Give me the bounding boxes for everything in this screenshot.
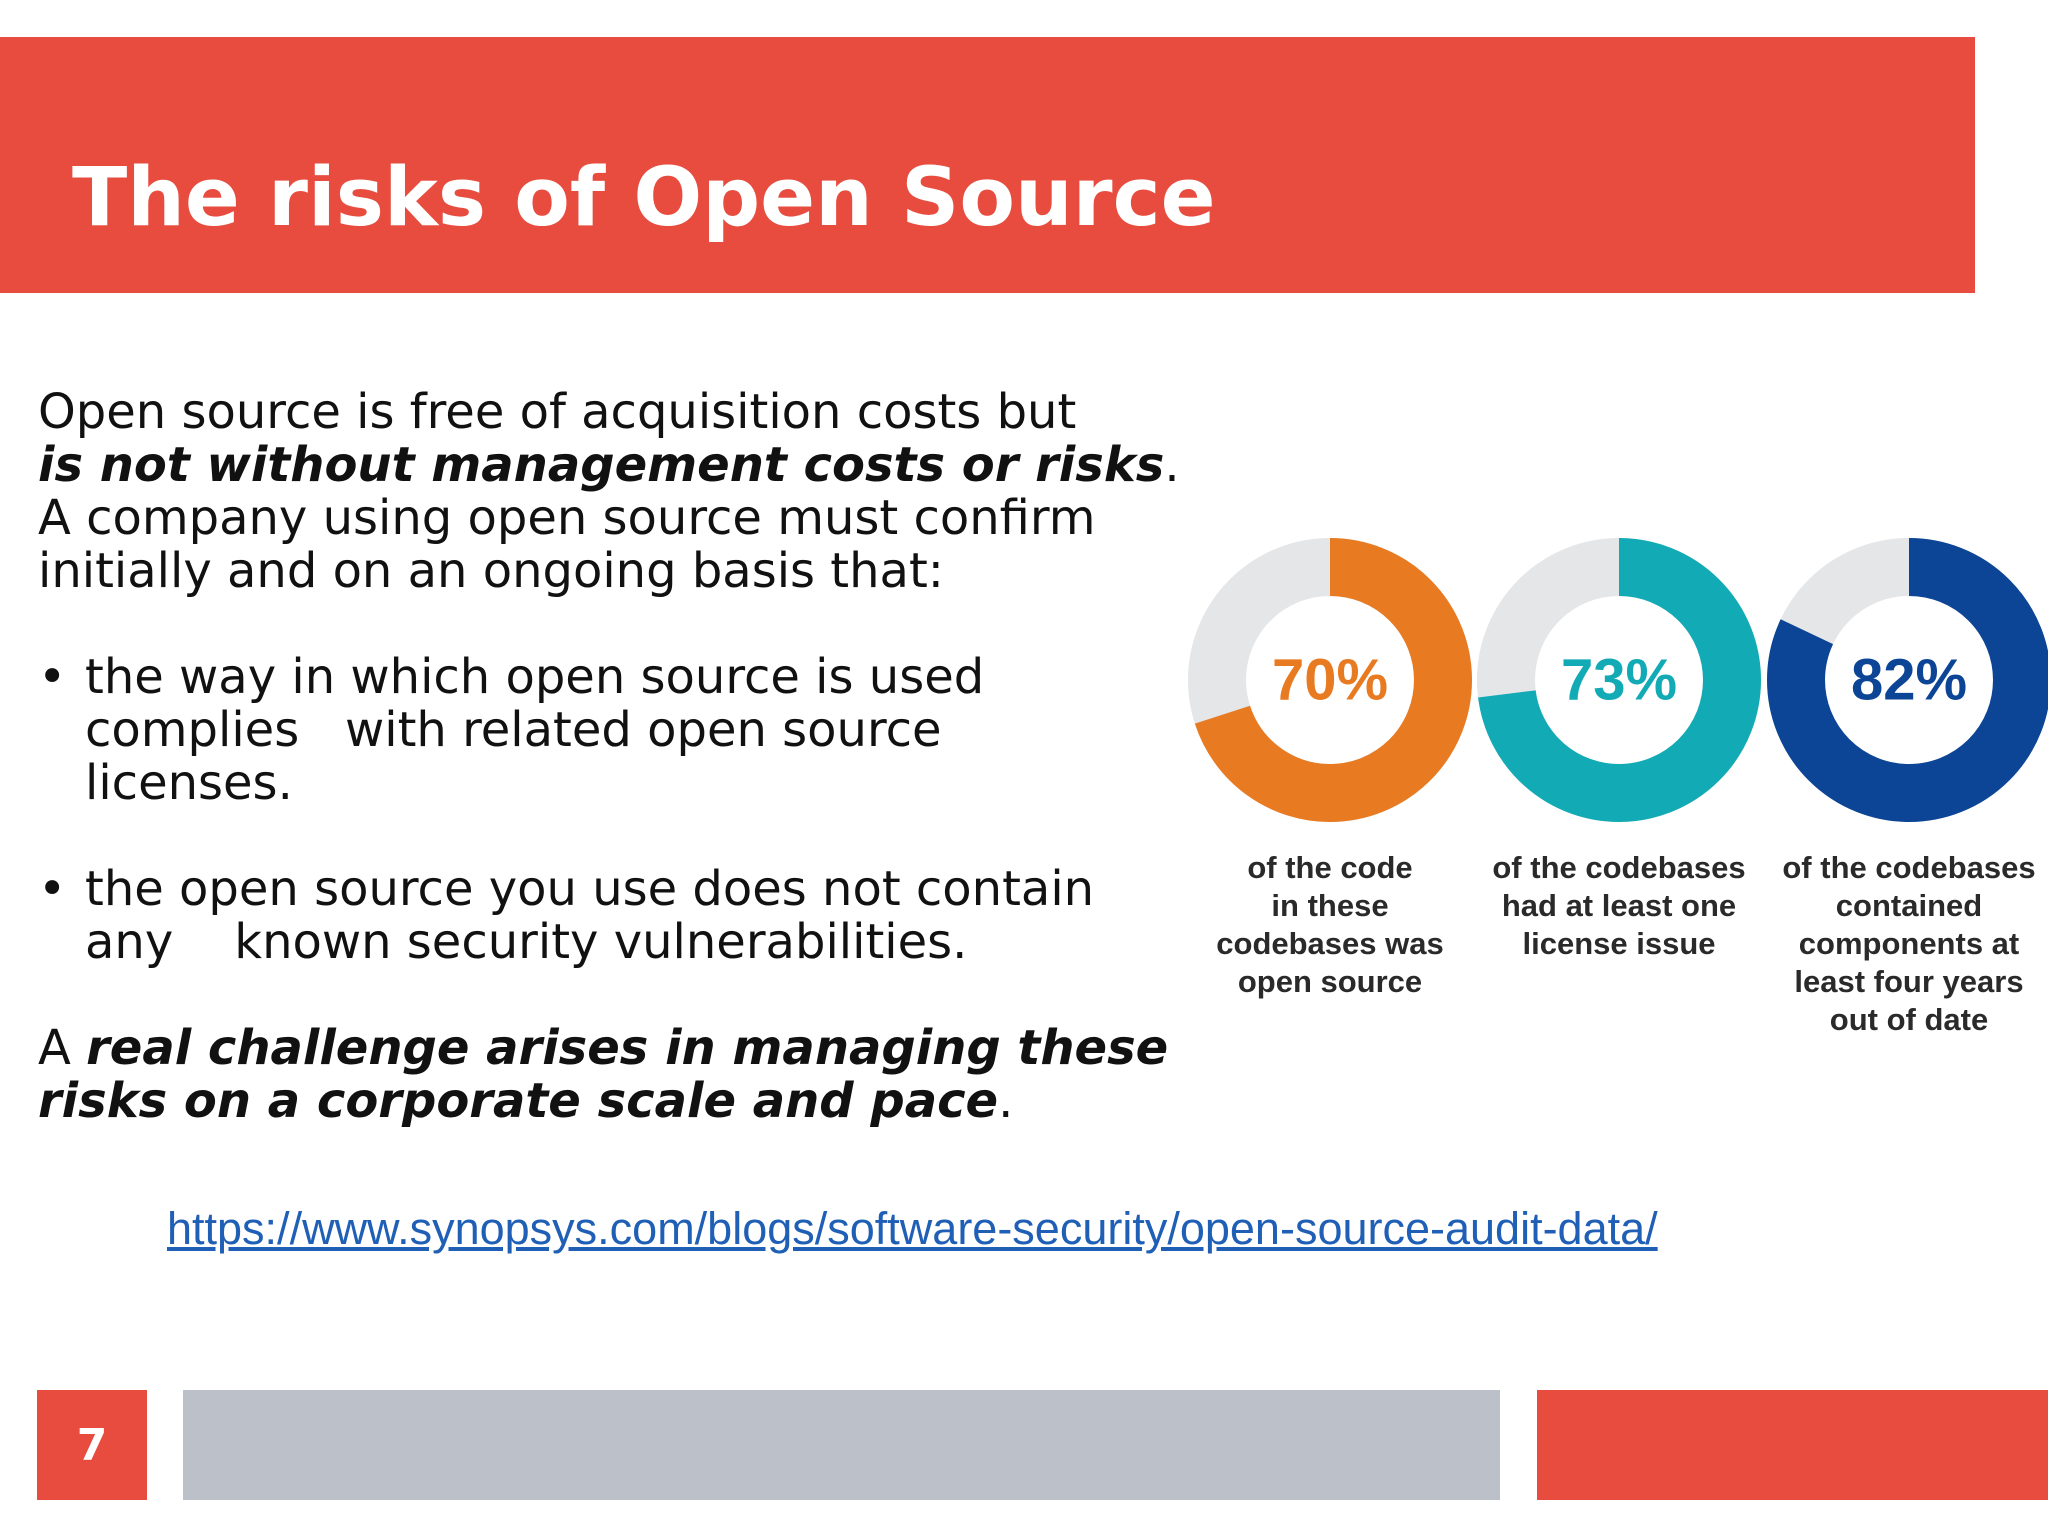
closing-plain: A — [38, 1020, 87, 1076]
slide-title: The risks of Open Source — [72, 151, 1216, 245]
stat-caption: of the code in these codebases was open … — [1216, 850, 1444, 999]
donut-value-arc — [1767, 538, 2048, 822]
bullet-dot-icon: • — [38, 649, 67, 705]
intro-paragraph: Open source is free of acquisition costs… — [38, 386, 1218, 598]
bullet-item: • the way in which open source is used c… — [38, 651, 1218, 810]
donut-value-arc — [1188, 538, 1472, 822]
closing-emphasis: real challenge arises in managing these … — [38, 1020, 1169, 1129]
bullet-dot-icon: • — [38, 861, 67, 917]
stat-card: 73% of the codebases had at least one li… — [1474, 535, 1764, 963]
donut-percentage: 73% — [1561, 648, 1677, 713]
bullet-text: the way in which open source is used com… — [85, 649, 1000, 811]
donut-chart: 73% — [1477, 538, 1761, 822]
donut-chart: 70% — [1188, 538, 1472, 822]
intro-line-4: initially and on an ongoing basis that: — [38, 543, 944, 599]
footer-bar-gray — [183, 1390, 1500, 1500]
donut-chart: 82% — [1767, 538, 2048, 822]
donut-infographic: 70% of the code in these codebases was o… — [1185, 535, 2048, 1075]
stat-card: 82% of the codebases contained component… — [1764, 535, 2048, 1039]
bullet-item: • the open source you use does not conta… — [38, 863, 1218, 969]
intro-end: . — [1164, 437, 1180, 493]
stat-card: 70% of the code in these codebases was o… — [1185, 535, 1475, 1001]
closing-end: . — [998, 1073, 1014, 1129]
page-number: 7 — [37, 1390, 147, 1500]
footer-bar-red — [1537, 1390, 2048, 1500]
slide-body: Open source is free of acquisition costs… — [38, 386, 1218, 1128]
source-link[interactable]: https://www.synopsys.com/blogs/software-… — [167, 1203, 1658, 1254]
intro-line-3: A company using open source must confirm — [38, 490, 1096, 546]
intro-plain: Open source is free of acquisition costs… — [38, 384, 1077, 440]
stat-caption: of the codebases had at least one licens… — [1492, 850, 1746, 961]
title-bar — [0, 37, 1975, 293]
closing-paragraph: A real challenge arises in managing thes… — [38, 1022, 1218, 1128]
stat-caption: of the codebases contained components at… — [1782, 850, 2036, 1037]
bullet-text: the open source you use does not contain… — [85, 861, 1110, 970]
donut-percentage: 70% — [1272, 648, 1388, 713]
intro-emphasis: is not without management costs or risks — [38, 437, 1165, 493]
donut-percentage: 82% — [1851, 648, 1967, 713]
donut-value-arc — [1477, 538, 1761, 822]
